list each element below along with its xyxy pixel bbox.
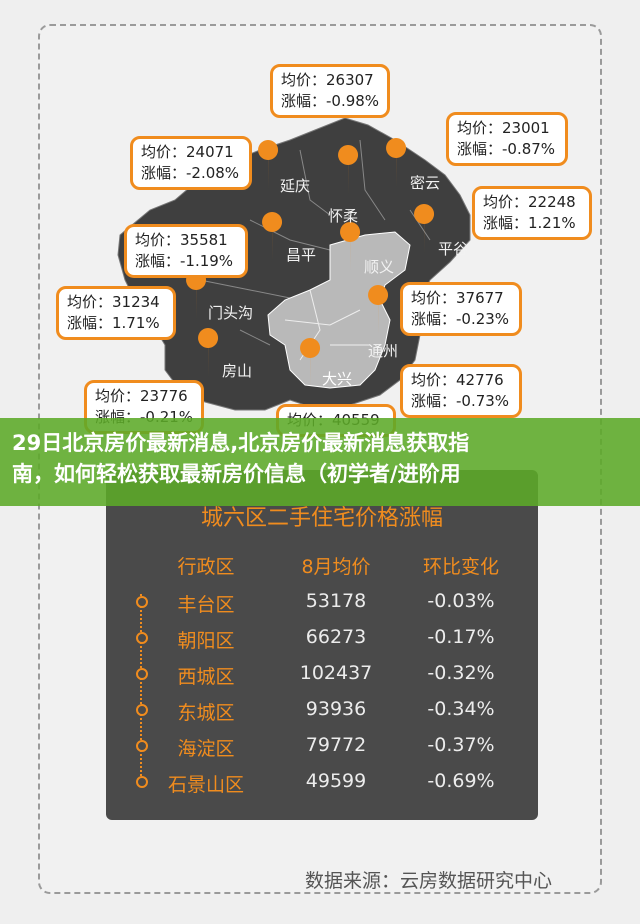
district-label: 怀柔 xyxy=(328,207,359,225)
cell-district: 丰台区 xyxy=(177,594,235,616)
district-label: 平谷 xyxy=(438,240,469,258)
cell-change: -0.17% xyxy=(427,626,495,648)
district-label: 通州 xyxy=(368,342,399,360)
callout-price: 均价：42776 xyxy=(411,371,504,389)
price-callout: 均价：22248 涨幅：1.21% xyxy=(472,186,592,240)
callout-change: 涨幅：1.71% xyxy=(67,314,160,332)
cell-change: -0.37% xyxy=(427,734,495,756)
price-callout: 均价：31234 涨幅：1.71% xyxy=(56,286,176,340)
table-row: 石景山区 49599 -0.69% xyxy=(106,770,538,802)
district-label: 门头沟 xyxy=(208,304,254,322)
map-pins xyxy=(186,138,435,388)
price-callout: 均价：42776 涨幅：-0.73% xyxy=(400,364,522,418)
cell-price: 102437 xyxy=(299,662,373,684)
pin-icon xyxy=(386,138,407,188)
pin-icon xyxy=(368,285,389,335)
cell-price: 53178 xyxy=(305,590,367,612)
table-row: 海淀区 79772 -0.37% xyxy=(106,734,538,766)
table-header: 行政区 8月均价 环比变化 xyxy=(106,552,538,582)
pin-icon xyxy=(338,145,359,195)
timeline-dot xyxy=(136,668,148,680)
district-label: 大兴 xyxy=(322,370,353,388)
timeline-dot xyxy=(136,632,148,644)
cell-change: -0.32% xyxy=(427,662,495,684)
cell-district: 朝阳区 xyxy=(177,630,235,652)
cell-district: 东城区 xyxy=(177,702,235,724)
callout-change: 涨幅：-0.87% xyxy=(457,140,556,158)
table-panel: 城六区二手住宅价格涨幅 行政区 8月均价 环比变化 丰台区 53178 -0.0… xyxy=(106,470,538,820)
cell-change: -0.69% xyxy=(427,770,495,792)
header-district: 行政区 xyxy=(177,556,235,578)
district-label: 房山 xyxy=(222,362,253,380)
table-row: 丰台区 53178 -0.03% xyxy=(106,590,538,622)
price-callout: 均价：23001 涨幅：-0.87% xyxy=(446,112,568,166)
callout-change: 涨幅：-0.23% xyxy=(411,310,510,328)
price-callout: 均价：35581 涨幅：-1.19% xyxy=(124,224,248,278)
callout-price: 均价：26307 xyxy=(281,71,374,89)
pin-icon xyxy=(340,222,361,272)
cell-price: 66273 xyxy=(305,626,367,648)
timeline-dot xyxy=(136,776,148,788)
pin-icon xyxy=(300,338,321,388)
district-label: 延庆 xyxy=(280,177,311,195)
cell-price: 93936 xyxy=(305,698,367,720)
pin-icon xyxy=(258,140,279,190)
table-title: 城六区二手住宅价格涨幅 xyxy=(200,506,443,531)
pin-icon xyxy=(262,212,283,262)
cell-change: -0.03% xyxy=(427,590,495,612)
callout-change: 涨幅：-2.08% xyxy=(141,164,240,182)
pin-icon xyxy=(186,270,207,320)
cell-price: 79772 xyxy=(305,734,367,756)
cell-change: -0.34% xyxy=(427,698,495,720)
table-row: 西城区 102437 -0.32% xyxy=(106,662,538,694)
callout-price: 均价：31234 xyxy=(67,293,160,311)
callout-price: 均价：22248 xyxy=(483,193,576,211)
timeline-line xyxy=(140,594,144,784)
timeline-dot xyxy=(136,596,148,608)
cell-district: 石景山区 xyxy=(167,774,244,796)
headline-banner[interactable]: 29日北京房价最新消息,北京房价最新消息获取指 南，如何轻松获取最新房价信息（初… xyxy=(0,418,640,506)
callout-price: 均价：37677 xyxy=(411,289,504,307)
price-callout: 均价：37677 涨幅：-0.23% xyxy=(400,282,522,336)
callout-price: 均价：24071 xyxy=(141,143,234,161)
district-label: 昌平 xyxy=(286,246,317,264)
cell-district: 西城区 xyxy=(177,666,235,688)
headline-line-2: 南，如何轻松获取最新房价信息（初学者/进阶用 xyxy=(12,462,461,486)
callout-change: 涨幅：-1.19% xyxy=(135,252,234,270)
table-row: 朝阳区 66273 -0.17% xyxy=(106,626,538,658)
map-inner-borders xyxy=(199,139,431,346)
timeline-dot xyxy=(136,704,148,716)
price-callout: 均价：24071 涨幅：-2.08% xyxy=(130,136,252,190)
callout-price: 均价：23776 xyxy=(95,387,188,405)
headline-line-1: 29日北京房价最新消息,北京房价最新消息获取指 xyxy=(12,431,470,455)
header-avg-price: 8月均价 xyxy=(301,556,371,578)
pin-icon xyxy=(198,328,219,378)
data-source: 数据来源：云房数据研究中心 xyxy=(305,870,553,892)
cell-price: 49599 xyxy=(305,770,367,792)
header-change: 环比变化 xyxy=(422,556,499,578)
price-callout: 均价：26307 涨幅：-0.98% xyxy=(270,64,390,118)
cell-district: 海淀区 xyxy=(177,738,235,760)
pin-icon xyxy=(414,204,435,254)
table-row: 东城区 93936 -0.34% xyxy=(106,698,538,730)
callout-price: 均价：23001 xyxy=(457,119,550,137)
timeline-dot xyxy=(136,740,148,752)
callout-change: 涨幅：1.21% xyxy=(483,214,576,232)
callout-price: 均价：35581 xyxy=(135,231,228,249)
district-label: 密云 xyxy=(410,174,441,192)
callout-change: 涨幅：-0.98% xyxy=(281,92,380,110)
district-label: 顺义 xyxy=(364,258,395,276)
callout-change: 涨幅：-0.73% xyxy=(411,392,510,410)
